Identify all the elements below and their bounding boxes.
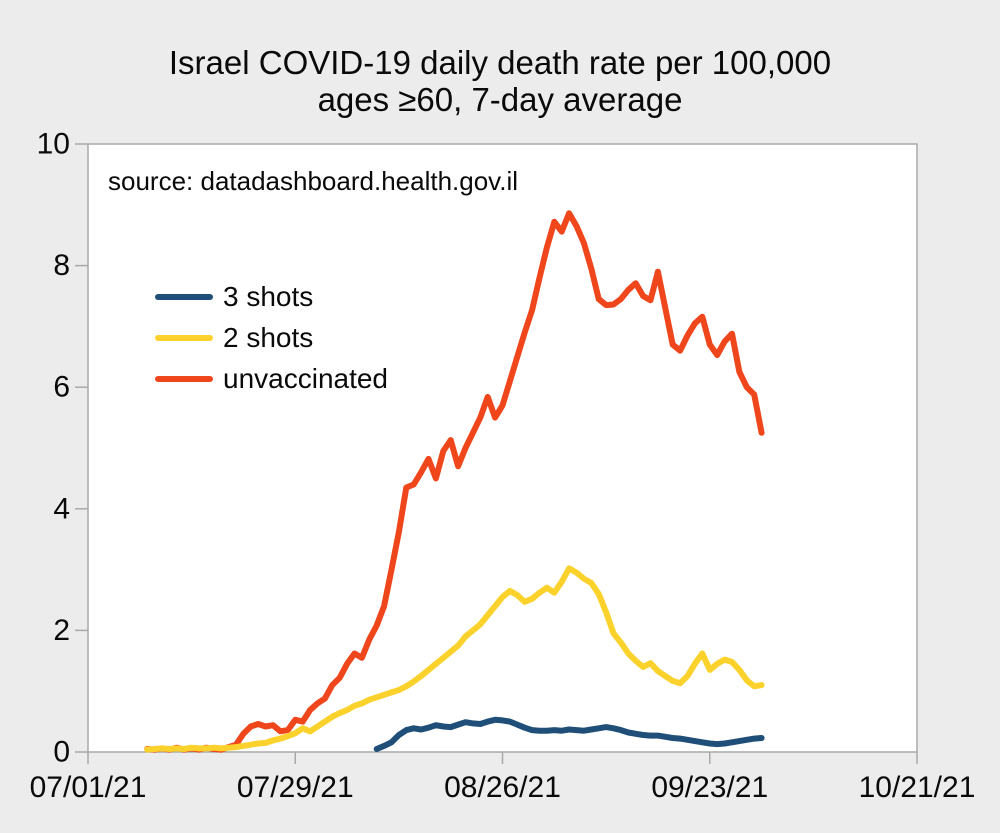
source-note: source: datadashboard.health.gov.il: [108, 166, 519, 196]
y-tick-label: 0: [53, 736, 70, 769]
legend-item-unvaccinated: unvaccinated: [155, 358, 388, 399]
x-tick-label: 07/29/21: [237, 771, 354, 804]
y-tick-label: 10: [37, 128, 70, 161]
x-tick-label: 08/26/21: [444, 771, 561, 804]
series-line-2-shots: [144, 565, 765, 753]
legend-item-2-shots: 2 shots: [155, 317, 388, 358]
y-tick-label: 8: [53, 249, 70, 282]
x-tick-label: 07/01/21: [30, 771, 147, 804]
legend-swatch-unvaccinated: [155, 375, 213, 382]
legend-swatch-2-shots: [155, 334, 213, 341]
x-tick-label: 09/23/21: [651, 771, 768, 804]
plot-area: [87, 143, 918, 753]
legend-label-3-shots: 3 shots: [223, 280, 314, 312]
series-line-unvaccinated: [144, 210, 765, 753]
legend-label-unvaccinated: unvaccinated: [223, 362, 389, 394]
legend-swatch-3-shots: [155, 293, 213, 300]
chart-title-line2: ages ≥60, 7-day average: [317, 81, 683, 118]
legend: 3 shots 2 shots unvaccinated: [155, 276, 388, 399]
y-tick-label: 2: [53, 614, 70, 647]
y-tick-label: 4: [53, 492, 70, 525]
legend-item-3-shots: 3 shots: [155, 276, 388, 317]
x-tick-label: 10/21/21: [859, 771, 976, 804]
y-tick-label: 6: [53, 371, 70, 404]
chart-title: Israel COVID-19 daily death rate per 100…: [0, 44, 1000, 118]
series-line-3-shots: [373, 716, 765, 752]
chart-title-line1: Israel COVID-19 daily death rate per 100…: [168, 44, 832, 81]
legend-label-2-shots: 2 shots: [223, 321, 314, 353]
